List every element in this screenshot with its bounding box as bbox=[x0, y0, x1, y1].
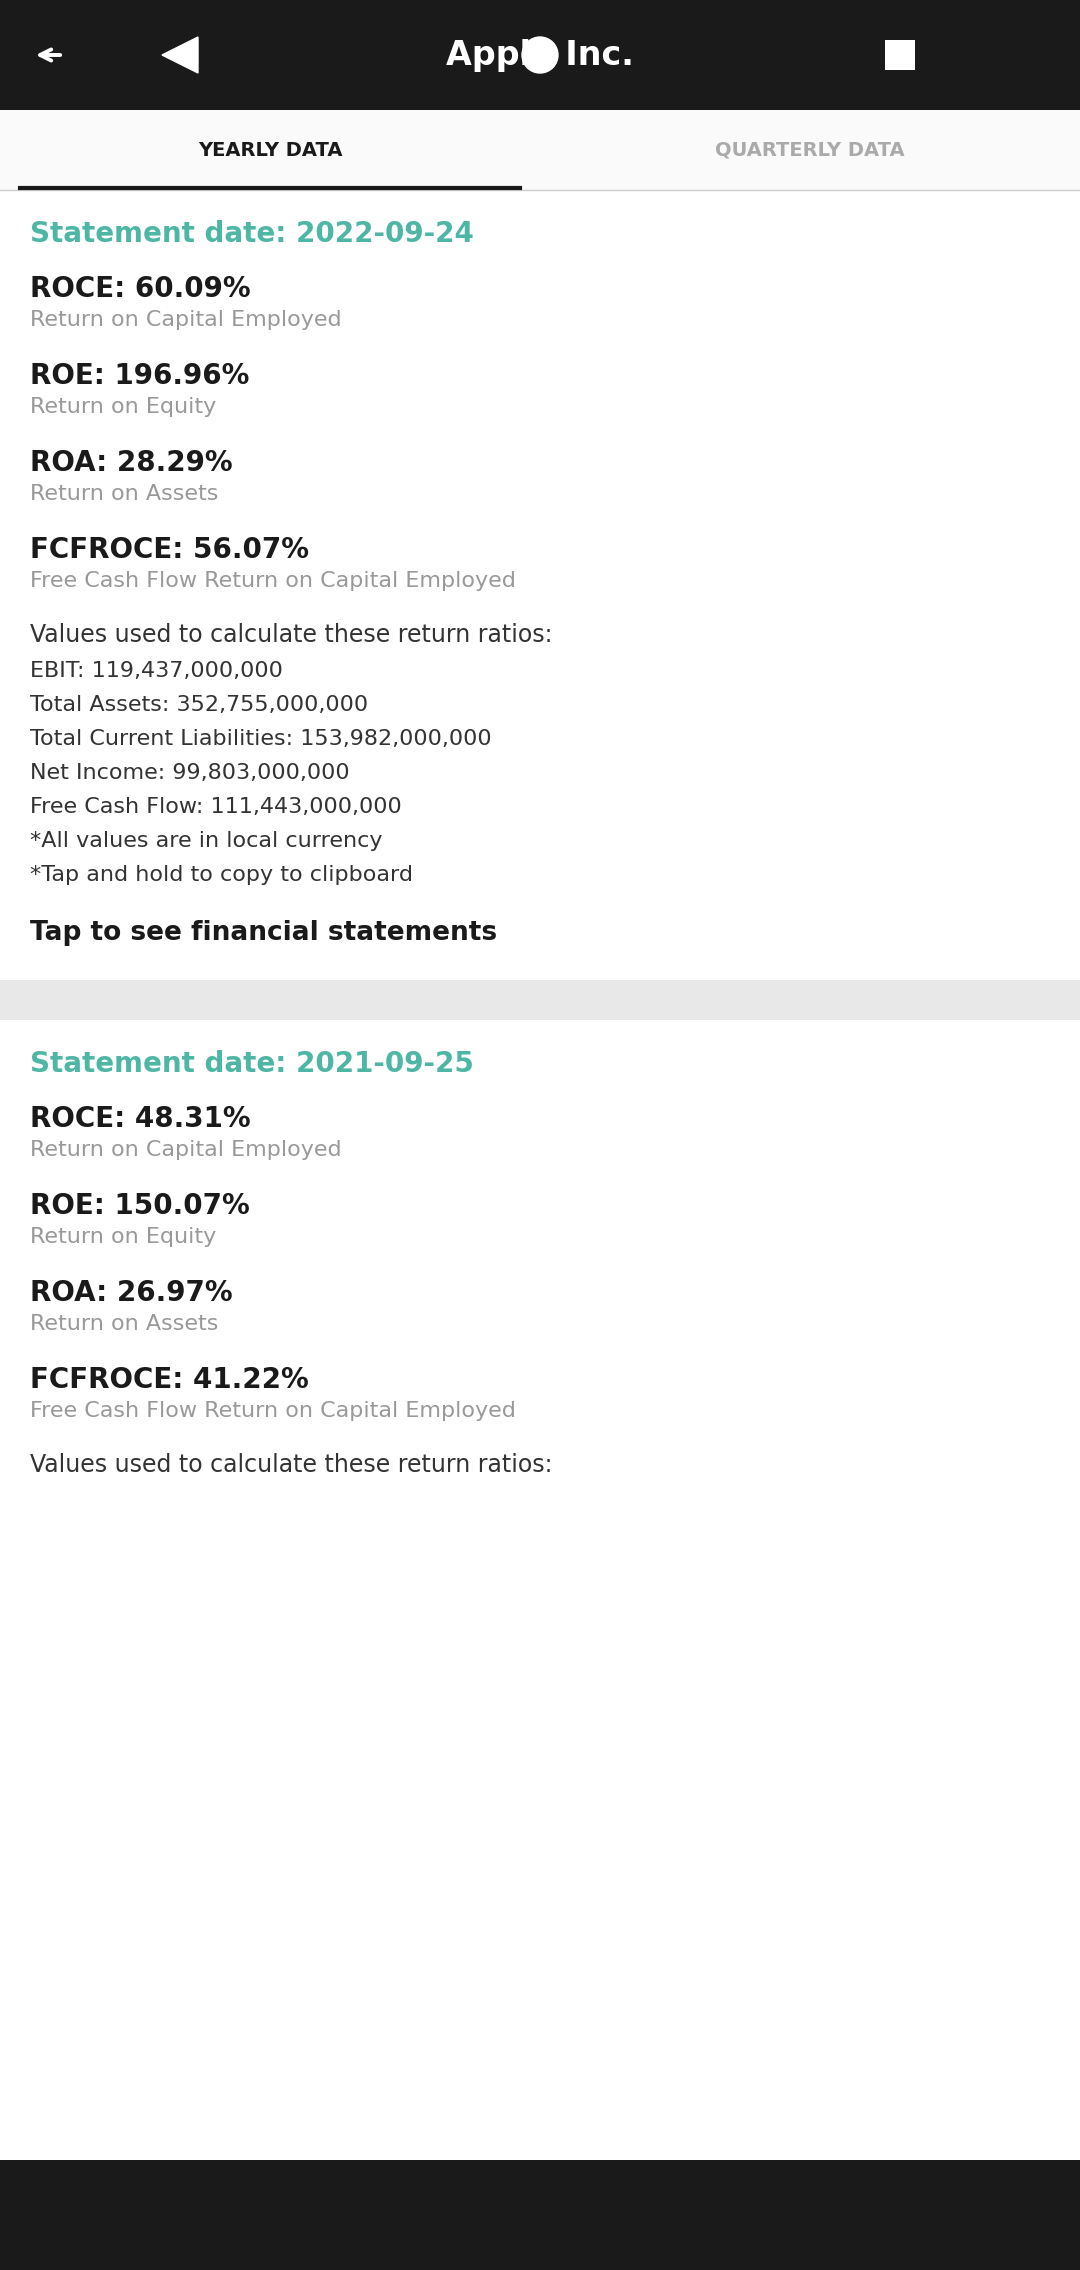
Text: YEARLY DATA: YEARLY DATA bbox=[198, 141, 342, 159]
Text: FCFROCE: 56.07%: FCFROCE: 56.07% bbox=[30, 536, 309, 563]
Text: QUARTERLY DATA: QUARTERLY DATA bbox=[715, 141, 905, 159]
Text: Free Cash Flow Return on Capital Employed: Free Cash Flow Return on Capital Employe… bbox=[30, 572, 516, 590]
Text: Apple Inc.: Apple Inc. bbox=[446, 39, 634, 70]
Bar bbox=[0, 0, 1080, 109]
Text: Statement date: 2022-09-24: Statement date: 2022-09-24 bbox=[30, 220, 474, 247]
Text: *All values are in local currency: *All values are in local currency bbox=[30, 831, 382, 851]
Text: ROE: 150.07%: ROE: 150.07% bbox=[30, 1192, 249, 1219]
Text: Return on Capital Employed: Return on Capital Employed bbox=[30, 1140, 341, 1160]
Bar bbox=[0, 981, 1080, 1019]
Circle shape bbox=[522, 36, 558, 73]
Bar bbox=[885, 41, 915, 70]
Text: Statement date: 2021-09-25: Statement date: 2021-09-25 bbox=[30, 1051, 474, 1078]
Polygon shape bbox=[162, 36, 198, 73]
Text: Total Current Liabilities: 153,982,000,000: Total Current Liabilities: 153,982,000,0… bbox=[30, 729, 491, 749]
Text: Tap to see financial statements: Tap to see financial statements bbox=[30, 919, 497, 947]
Text: Net Income: 99,803,000,000: Net Income: 99,803,000,000 bbox=[30, 763, 350, 783]
Text: *Tap and hold to copy to clipboard: *Tap and hold to copy to clipboard bbox=[30, 865, 413, 885]
Text: EBIT: 119,437,000,000: EBIT: 119,437,000,000 bbox=[30, 661, 283, 681]
Text: Total Assets: 352,755,000,000: Total Assets: 352,755,000,000 bbox=[30, 695, 368, 715]
Text: ROA: 28.29%: ROA: 28.29% bbox=[30, 449, 232, 477]
Text: Return on Assets: Return on Assets bbox=[30, 1314, 218, 1335]
Text: Values used to calculate these return ratios:: Values used to calculate these return ra… bbox=[30, 622, 553, 647]
Text: FCFROCE: 41.22%: FCFROCE: 41.22% bbox=[30, 1367, 309, 1394]
Text: Return on Assets: Return on Assets bbox=[30, 484, 218, 504]
Text: Values used to calculate these return ratios:: Values used to calculate these return ra… bbox=[30, 1453, 553, 1478]
Text: Return on Equity: Return on Equity bbox=[30, 397, 216, 418]
Text: ROCE: 48.31%: ROCE: 48.31% bbox=[30, 1105, 251, 1133]
Text: Return on Equity: Return on Equity bbox=[30, 1228, 216, 1246]
Bar bbox=[0, 109, 1080, 191]
Text: Return on Capital Employed: Return on Capital Employed bbox=[30, 311, 341, 329]
Bar bbox=[0, 2161, 1080, 2270]
Text: Free Cash Flow Return on Capital Employed: Free Cash Flow Return on Capital Employe… bbox=[30, 1401, 516, 1421]
Text: ROA: 26.97%: ROA: 26.97% bbox=[30, 1278, 232, 1308]
Text: ROCE: 60.09%: ROCE: 60.09% bbox=[30, 275, 251, 302]
Text: ROE: 196.96%: ROE: 196.96% bbox=[30, 361, 249, 390]
Text: Free Cash Flow: 111,443,000,000: Free Cash Flow: 111,443,000,000 bbox=[30, 797, 402, 817]
